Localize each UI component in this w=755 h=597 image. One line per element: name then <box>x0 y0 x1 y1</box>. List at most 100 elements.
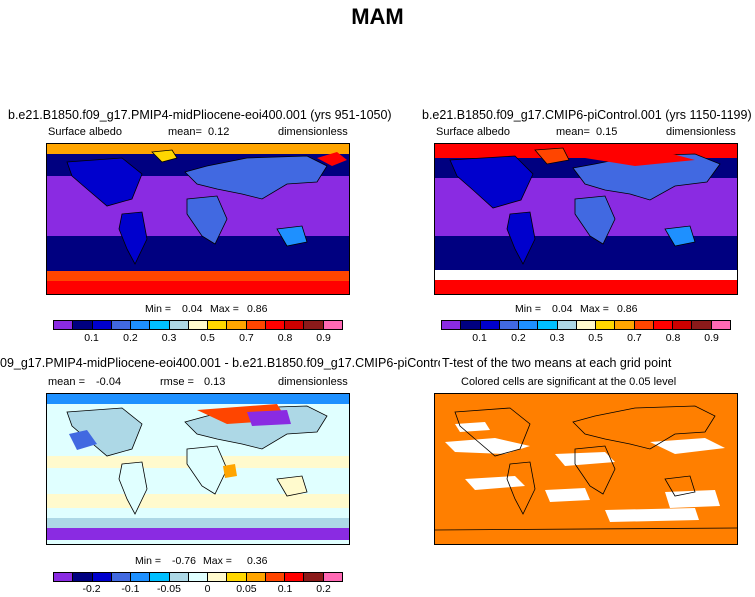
panel3-map-svg <box>47 394 349 544</box>
panel2-map-svg <box>435 144 737 294</box>
panel3-tick: -0.2 <box>82 583 101 595</box>
colorbar-swatch <box>150 573 170 581</box>
panel1-mean-label: mean= <box>168 126 202 138</box>
colorbar-swatch <box>285 573 305 581</box>
colorbar-swatch <box>131 573 151 581</box>
panel1-variable: Surface albedo <box>48 126 122 138</box>
panel2-colorbar-ticks: 0.1 0.2 0.3 0.5 0.7 0.8 0.9 <box>441 332 731 346</box>
panel1-tick: 0.7 <box>239 332 254 344</box>
panel4-title: T-test of the two means at each grid poi… <box>442 356 672 370</box>
colorbar-swatch <box>73 573 93 581</box>
panel1-tick: 0.9 <box>316 332 331 344</box>
colorbar-swatch <box>227 573 247 581</box>
colorbar-swatch <box>246 573 266 581</box>
panel2-tick: 0.3 <box>549 332 565 344</box>
colorbar-swatch <box>499 321 520 329</box>
panel3-tick: 0.1 <box>277 583 293 595</box>
panel2-tick: 0.5 <box>588 332 603 344</box>
colorbar-swatch <box>73 321 93 329</box>
panel1-mean-value: 0.12 <box>208 126 230 138</box>
panel2-max-value: 0.86 <box>617 303 638 315</box>
panel2-max-label: Max = <box>580 303 609 315</box>
panel3-title: 09_g17.PMIP4-midPliocene-eoi400.001 - b.… <box>0 356 440 370</box>
colorbar-swatch <box>557 321 577 329</box>
panel3-map <box>46 393 350 545</box>
panel2-units: dimensionless <box>666 126 736 138</box>
colorbar-swatch <box>576 321 597 329</box>
colorbar-swatch <box>246 321 266 329</box>
colorbar-swatch <box>208 573 228 581</box>
colorbar-swatch <box>131 321 151 329</box>
panel2-map <box>434 143 738 295</box>
panel1-colorbar-ticks: 0.1 0.2 0.3 0.5 0.7 0.8 0.9 <box>53 332 343 346</box>
panel1-tick: 0.2 <box>123 332 138 344</box>
colorbar-swatch <box>265 321 286 329</box>
colorbar-swatch <box>265 573 286 581</box>
panel4-map-svg <box>435 394 737 544</box>
colorbar-swatch <box>92 321 112 329</box>
panel2-tick: 0.1 <box>472 332 487 344</box>
panel3-max-value: 0.36 <box>247 555 268 567</box>
panel1-min-value: 0.04 <box>182 303 203 315</box>
panel3-rmse-value: 0.13 <box>204 376 226 388</box>
panel2-min-label: Min = <box>515 303 541 315</box>
colorbar-swatch <box>596 321 616 329</box>
panel3-units: dimensionless <box>278 376 348 388</box>
colorbar-swatch <box>111 321 132 329</box>
colorbar-swatch <box>227 321 247 329</box>
panel2-colorbar <box>441 320 731 330</box>
colorbar-swatch <box>634 321 654 329</box>
panel4-subtitle: Colored cells are significant at the 0.0… <box>461 376 677 388</box>
panel3-mean-label: mean = <box>48 376 85 388</box>
panel3-mean-value: -0.04 <box>96 376 122 388</box>
colorbar-swatch <box>323 573 342 581</box>
colorbar-swatch <box>111 573 132 581</box>
panel1-min-label: Min = <box>145 303 171 315</box>
colorbar-swatch <box>54 573 74 581</box>
panel1-tick: 0.8 <box>277 332 293 344</box>
colorbar-swatch <box>54 321 74 329</box>
colorbar-swatch <box>653 321 674 329</box>
colorbar-swatch <box>188 321 209 329</box>
colorbar-swatch <box>692 321 712 329</box>
panel2-tick: 0.2 <box>511 332 526 344</box>
colorbar-swatch <box>150 321 170 329</box>
panel3-colorbar-ticks: -0.2 -0.1 -0.05 0 0.05 0.1 0.2 <box>53 583 343 597</box>
panel2-variable: Surface albedo <box>436 126 510 138</box>
panel3-min-value: -0.76 <box>172 555 196 567</box>
panel1-units: dimensionless <box>278 126 348 138</box>
colorbar-swatch <box>188 573 209 581</box>
colorbar-swatch <box>480 321 500 329</box>
panel2-mean-value: 0.15 <box>596 126 618 138</box>
colorbar-swatch <box>92 573 112 581</box>
panel1-max-label: Max = <box>210 303 239 315</box>
colorbar-swatch <box>323 321 342 329</box>
figure-title: MAM <box>351 4 404 29</box>
colorbar-swatch <box>208 321 228 329</box>
panel3-min-label: Min = <box>135 555 161 567</box>
colorbar-swatch <box>304 321 324 329</box>
panel1-colorbar <box>53 320 343 330</box>
colorbar-swatch <box>461 321 481 329</box>
panel3-tick: 0 <box>204 583 211 595</box>
panel3-rmse-label: rmse = <box>160 376 194 388</box>
colorbar-swatch <box>442 321 462 329</box>
colorbar-swatch <box>673 321 693 329</box>
panel1-map-svg <box>47 144 349 294</box>
colorbar-swatch <box>169 321 189 329</box>
panel2-title: b.e21.B1850.f09_g17.CMIP6-piControl.001 … <box>422 108 752 122</box>
colorbar-swatch <box>711 321 730 329</box>
colorbar-swatch <box>538 321 558 329</box>
panel3-tick: -0.1 <box>121 583 140 595</box>
panel3-tick: -0.05 <box>157 583 181 595</box>
panel1-tick: 0.3 <box>161 332 177 344</box>
colorbar-swatch <box>285 321 305 329</box>
panel4-map <box>434 393 738 545</box>
panel2-mean-label: mean= <box>556 126 590 138</box>
panel2-tick: 0.8 <box>665 332 681 344</box>
panel2-tick: 0.9 <box>704 332 719 344</box>
panel1-map <box>46 143 350 295</box>
panel2-min-value: 0.04 <box>552 303 573 315</box>
panel3-max-label: Max = <box>203 555 232 567</box>
colorbar-swatch <box>519 321 539 329</box>
